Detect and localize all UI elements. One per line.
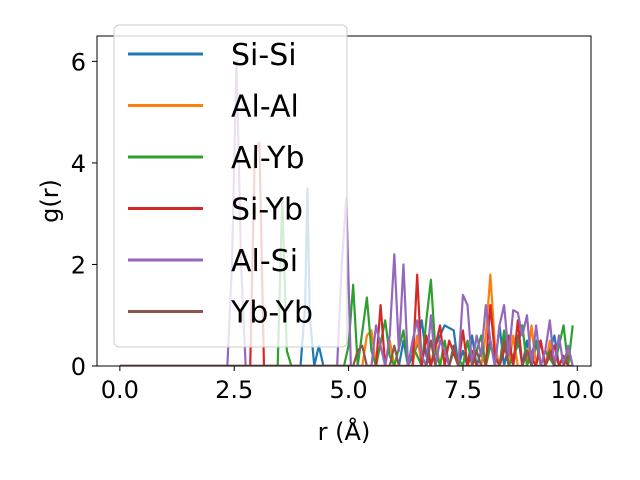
legend-label-si-si: Si-Si — [231, 38, 297, 73]
series-line-si-yb — [119, 141, 570, 366]
y-tick-label: 4 — [71, 150, 86, 178]
legend-items: Si-Si Al-Al Al-Yb Si-Yb Al-Si Yb-Yb — [128, 38, 313, 331]
y-tick-label: 0 — [71, 353, 86, 381]
legend-label-al-al: Al-Al — [231, 90, 299, 125]
x-tick-label: 5.0 — [329, 376, 367, 404]
x-tick-label: 2.5 — [215, 376, 253, 404]
y-tick-label: 2 — [71, 251, 86, 279]
y-axis-label: g(r) — [36, 179, 64, 223]
legend-label-si-yb: Si-Yb — [231, 193, 303, 228]
y-tick-label: 6 — [71, 48, 86, 76]
x-tick-label: 0.0 — [101, 376, 139, 404]
legend-label-yb-yb: Yb-Yb — [230, 296, 313, 331]
legend-label-al-yb: Al-Yb — [231, 141, 305, 176]
x-axis: 0.0 2.5 5.0 7.5 10.0 — [101, 366, 604, 404]
y-axis: 0 2 4 6 — [71, 48, 97, 381]
legend: Si-Si Al-Al Al-Yb Si-Yb Al-Si Yb-Yb — [113, 24, 348, 348]
plot-area — [96, 35, 592, 367]
legend-label-al-si: Al-Si — [231, 244, 298, 279]
x-axis-label: r (Å) — [318, 417, 371, 446]
x-tick-label: 7.5 — [444, 376, 482, 404]
series-layer — [119, 60, 574, 366]
x-tick-label: 10.0 — [551, 376, 604, 404]
